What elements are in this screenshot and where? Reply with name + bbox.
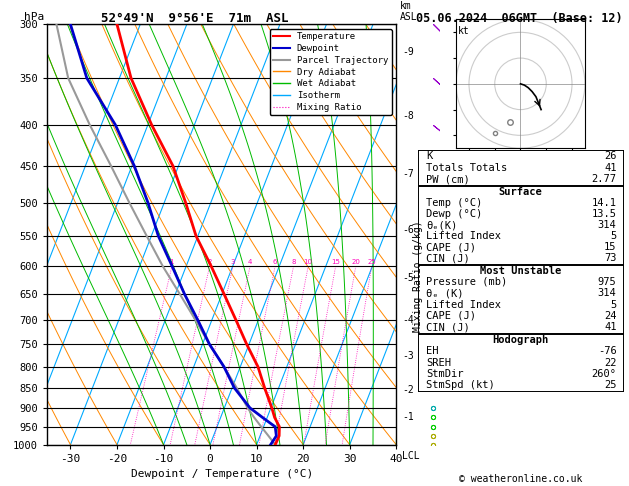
Text: θₑ(K): θₑ(K)	[426, 220, 458, 230]
Text: -4: -4	[402, 315, 414, 325]
Text: CAPE (J): CAPE (J)	[426, 311, 476, 321]
Text: 22: 22	[604, 358, 616, 367]
Text: -3: -3	[402, 351, 414, 361]
Text: Temp (°C): Temp (°C)	[426, 198, 482, 208]
Text: 314: 314	[598, 288, 616, 298]
Text: StmSpd (kt): StmSpd (kt)	[426, 381, 495, 390]
Text: K: K	[426, 151, 433, 161]
Text: θₑ (K): θₑ (K)	[426, 288, 464, 298]
Text: 2: 2	[207, 259, 211, 265]
Text: CIN (J): CIN (J)	[426, 322, 470, 332]
Text: hPa: hPa	[24, 12, 44, 22]
Text: LCL: LCL	[402, 451, 420, 461]
Text: 15: 15	[331, 259, 340, 265]
Text: © weatheronline.co.uk: © weatheronline.co.uk	[459, 473, 582, 484]
X-axis label: Dewpoint / Temperature (°C): Dewpoint / Temperature (°C)	[131, 469, 313, 479]
Text: Hodograph: Hodograph	[493, 335, 548, 345]
Text: 52°49'N  9°56'E  71m  ASL: 52°49'N 9°56'E 71m ASL	[101, 12, 289, 25]
Text: 41: 41	[604, 322, 616, 332]
Text: 25: 25	[367, 259, 376, 265]
Text: -6: -6	[402, 225, 414, 235]
Text: 05.06.2024  06GMT  (Base: 12): 05.06.2024 06GMT (Base: 12)	[416, 12, 623, 25]
Text: 41: 41	[604, 163, 616, 173]
Text: EH: EH	[426, 346, 439, 356]
Text: 14.1: 14.1	[592, 198, 616, 208]
Text: 6: 6	[272, 259, 277, 265]
Text: 26: 26	[604, 151, 616, 161]
Text: Totals Totals: Totals Totals	[426, 163, 508, 173]
Text: -2: -2	[402, 385, 414, 395]
Text: 25: 25	[604, 381, 616, 390]
Text: 20: 20	[351, 259, 360, 265]
Text: Mixing Ratio (g/kg): Mixing Ratio (g/kg)	[413, 221, 423, 332]
Text: Pressure (mb): Pressure (mb)	[426, 277, 508, 287]
Text: 13.5: 13.5	[592, 209, 616, 219]
Text: Lifted Index: Lifted Index	[426, 231, 501, 241]
Legend: Temperature, Dewpoint, Parcel Trajectory, Dry Adiabat, Wet Adiabat, Isotherm, Mi: Temperature, Dewpoint, Parcel Trajectory…	[270, 29, 392, 115]
Text: Surface: Surface	[499, 187, 542, 197]
Text: 24: 24	[604, 311, 616, 321]
Text: kt: kt	[457, 26, 469, 36]
Text: 2.77: 2.77	[592, 174, 616, 184]
Text: PW (cm): PW (cm)	[426, 174, 470, 184]
Text: 5: 5	[610, 299, 616, 310]
Text: Lifted Index: Lifted Index	[426, 299, 501, 310]
Text: 3: 3	[230, 259, 235, 265]
Text: 5: 5	[610, 231, 616, 241]
Text: 15: 15	[604, 242, 616, 252]
Text: 975: 975	[598, 277, 616, 287]
Text: Dewp (°C): Dewp (°C)	[426, 209, 482, 219]
Text: 4: 4	[248, 259, 252, 265]
Text: -5: -5	[402, 273, 414, 283]
Text: CIN (J): CIN (J)	[426, 253, 470, 263]
Text: 8: 8	[291, 259, 296, 265]
Text: 73: 73	[604, 253, 616, 263]
Text: 260°: 260°	[592, 369, 616, 379]
Text: -7: -7	[402, 169, 414, 178]
Text: -8: -8	[402, 111, 414, 121]
Text: Most Unstable: Most Unstable	[480, 265, 561, 276]
Text: 1: 1	[169, 259, 174, 265]
Text: CAPE (J): CAPE (J)	[426, 242, 476, 252]
Text: SREH: SREH	[426, 358, 452, 367]
Text: -9: -9	[402, 47, 414, 57]
Text: StmDir: StmDir	[426, 369, 464, 379]
Text: 314: 314	[598, 220, 616, 230]
Text: -1: -1	[402, 413, 414, 422]
Text: km
ASL: km ASL	[399, 1, 417, 22]
Text: 10: 10	[303, 259, 313, 265]
Text: -76: -76	[598, 346, 616, 356]
